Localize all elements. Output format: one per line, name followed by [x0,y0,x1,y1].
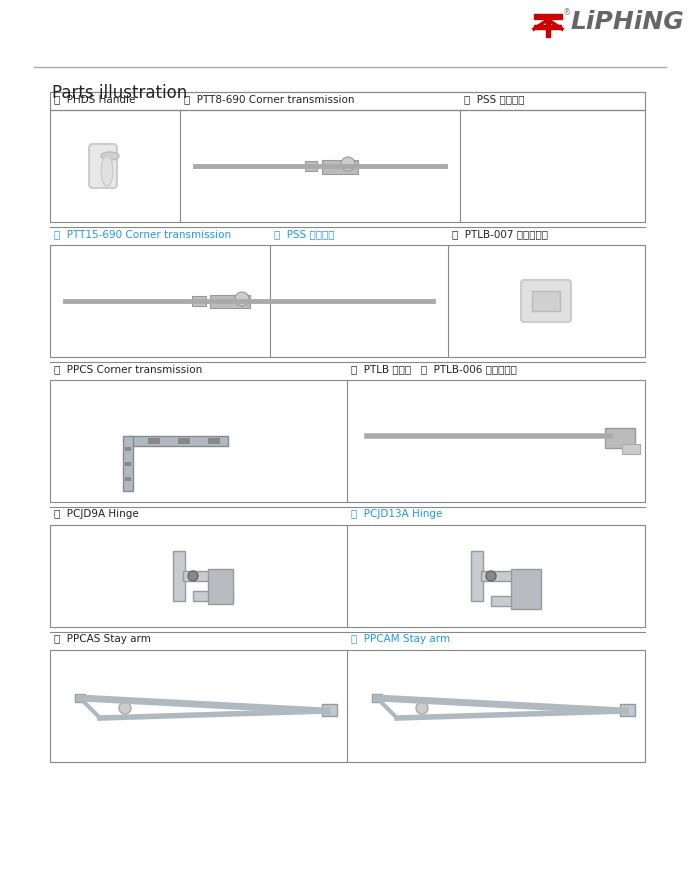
Text: Ⓐ  PHDS Handle: Ⓐ PHDS Handle [54,94,135,104]
Bar [50,245,645,357]
Text: Ⓒ  PTT15-690 Corner transmission: Ⓒ PTT15-690 Corner transmission [54,229,231,239]
Ellipse shape [235,292,249,306]
Text: Ⓜ  PPCAM Stay arm: Ⓜ PPCAM Stay arm [351,634,450,644]
Bar [481,571,536,581]
Text: ®: ® [563,9,572,18]
Bar [208,438,220,444]
Bar [322,160,358,174]
Bar [50,650,645,762]
Bar [534,14,562,19]
Bar [128,436,228,446]
Bar [620,704,635,716]
Bar [208,569,233,604]
Bar [534,25,546,29]
Text: Ⓘ  PCJD9A Hinge: Ⓘ PCJD9A Hinge [54,509,139,519]
Bar [123,436,133,491]
Bar [50,525,645,627]
Text: Ⓛ  PPCAS Stay arm: Ⓛ PPCAS Stay arm [54,634,151,644]
Bar [511,569,541,609]
Bar [192,296,206,306]
Text: Ⓙ  PCJD13A Hinge: Ⓙ PCJD13A Hinge [351,509,442,519]
Bar [322,704,337,716]
Text: Ⓕ  PPCS Corner transmission: Ⓕ PPCS Corner transmission [54,364,202,374]
Bar [125,462,131,466]
Ellipse shape [101,156,113,186]
Circle shape [119,702,131,714]
Bar [125,447,131,451]
Text: Ⓖ  PTLB 插锁杆   Ⓗ  PTLB-006 插锁杆配件: Ⓖ PTLB 插锁杆 Ⓗ PTLB-006 插锁杆配件 [351,364,517,374]
Text: LiPHiNG: LiPHiNG [570,10,684,34]
Bar [50,380,645,502]
Bar [210,295,250,308]
FancyBboxPatch shape [89,144,117,188]
Bar [50,92,645,110]
Bar [178,438,190,444]
Ellipse shape [101,152,119,160]
Circle shape [486,571,496,581]
Circle shape [416,702,428,714]
Bar [622,444,640,454]
Bar [491,596,536,606]
Text: Ⓔ  PTLB-007 插锁杆配件: Ⓔ PTLB-007 插锁杆配件 [452,229,548,239]
Text: Parts illustration: Parts illustration [52,84,188,102]
Bar [372,694,382,702]
Text: Ⓒ  PSS 防撞保险: Ⓒ PSS 防撞保险 [464,94,524,104]
Bar [549,25,561,29]
Bar [471,551,483,601]
Bar [75,694,85,702]
Bar [183,571,228,581]
Bar [305,161,317,171]
Ellipse shape [341,157,355,171]
FancyBboxPatch shape [521,280,571,322]
Circle shape [188,571,198,581]
Text: Ⓑ  PTT8-690 Corner transmission: Ⓑ PTT8-690 Corner transmission [184,94,354,104]
Bar [605,428,635,448]
Bar [173,551,185,601]
Bar [50,110,645,222]
Text: Ⓓ  PSS 防撞保险: Ⓓ PSS 防撞保险 [274,229,335,239]
Bar [193,591,233,601]
Bar [546,19,550,37]
Bar [532,291,560,311]
Bar [148,438,160,444]
Bar [125,477,131,481]
